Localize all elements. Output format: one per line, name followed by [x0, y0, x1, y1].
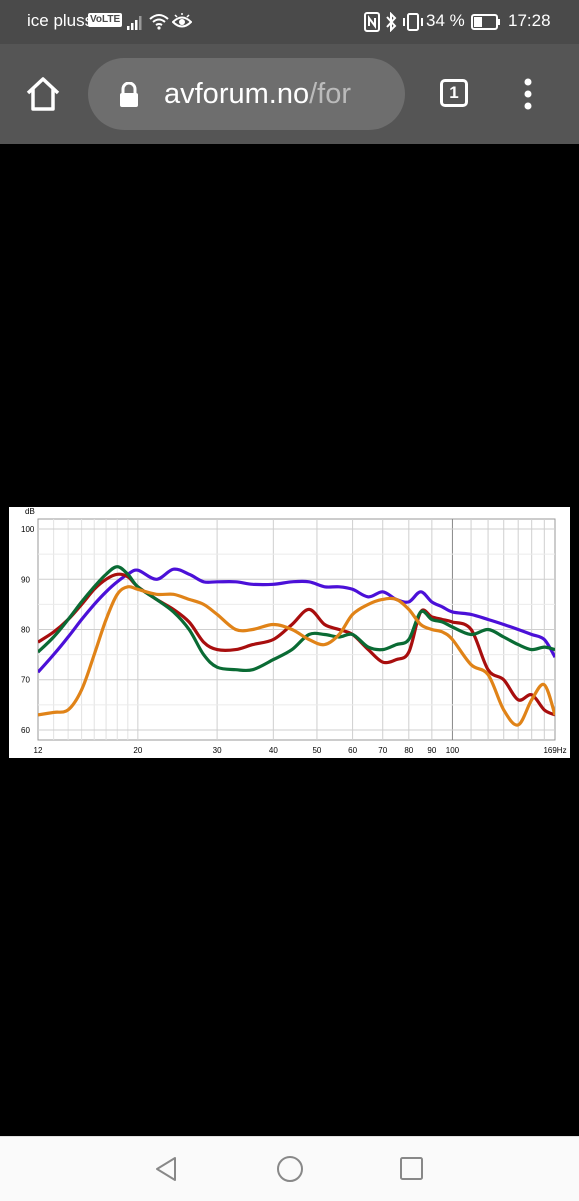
series-line-3: [38, 565, 555, 673]
wifi-icon: [149, 14, 169, 30]
status-bar: ice pluss VoLTE 34 % 17:28: [0, 0, 579, 44]
x-tick-label: 40: [269, 746, 278, 755]
x-tick-label: 20: [133, 746, 142, 755]
back-icon[interactable]: [153, 1155, 179, 1183]
y-tick-label: 80: [21, 626, 30, 635]
tab-switcher-button[interactable]: 1: [440, 79, 468, 107]
chart-svg: 100 90 80 70 60 dB 12 20 30 40 50 60 70 80 90 100 169Hz: [21, 507, 567, 755]
series-line-1: [38, 567, 555, 674]
x-tick-label: 70: [378, 746, 387, 755]
x-tick-label: 60: [348, 746, 357, 755]
x-tick-label: 80: [404, 746, 413, 755]
frequency-response-chart: 100 90 80 70 60 dB 12 20 30 40 50 60 70 80 90 100 169Hz: [9, 507, 570, 758]
browser-toolbar: avforum.no/for 1: [0, 44, 579, 144]
x-tick-label: 169Hz: [543, 746, 566, 755]
home-circle-icon[interactable]: [276, 1155, 304, 1183]
eye-icon: [172, 13, 192, 28]
y-tick-label: 100: [21, 525, 35, 534]
recents-icon[interactable]: [399, 1156, 425, 1182]
nfc-icon: [364, 12, 380, 32]
url-path: /for: [309, 78, 351, 110]
url-host: avforum.no: [164, 78, 310, 110]
series-line-2: [38, 572, 555, 717]
y-tick-label: 70: [21, 676, 30, 685]
vibrate-icon: [403, 13, 423, 31]
more-menu-icon[interactable]: [520, 77, 536, 111]
carrier-label: ice pluss: [27, 11, 94, 30]
address-bar[interactable]: avforum.no/for: [88, 58, 405, 130]
x-tick-label: 30: [213, 746, 222, 755]
series-line-4: [38, 585, 555, 727]
signal-icon: [127, 16, 142, 30]
clock: 17:28: [508, 11, 551, 30]
y-tick-label: 60: [21, 726, 30, 735]
bluetooth-icon: [386, 12, 397, 32]
y-axis-label: dB: [25, 507, 35, 516]
x-tick-label: 100: [446, 746, 460, 755]
x-tick-label: 50: [312, 746, 321, 755]
home-icon[interactable]: [24, 76, 62, 112]
x-tick-label: 90: [427, 746, 436, 755]
x-tick-label: 12: [34, 746, 43, 755]
y-tick-label: 90: [21, 575, 30, 584]
lock-icon: [120, 82, 138, 107]
battery-percent: 34 %: [426, 11, 465, 30]
url-text[interactable]: avforum.no/for: [164, 78, 351, 111]
system-nav-bar: [0, 1136, 579, 1201]
volte-badge: VoLTE: [88, 13, 123, 27]
battery-icon: [471, 14, 500, 30]
